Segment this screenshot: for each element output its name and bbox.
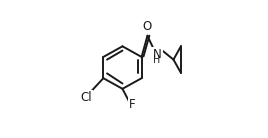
Text: Cl: Cl	[80, 91, 92, 104]
Text: O: O	[143, 20, 152, 33]
Text: N: N	[153, 48, 161, 61]
Text: F: F	[129, 98, 136, 111]
Text: H: H	[153, 55, 161, 65]
